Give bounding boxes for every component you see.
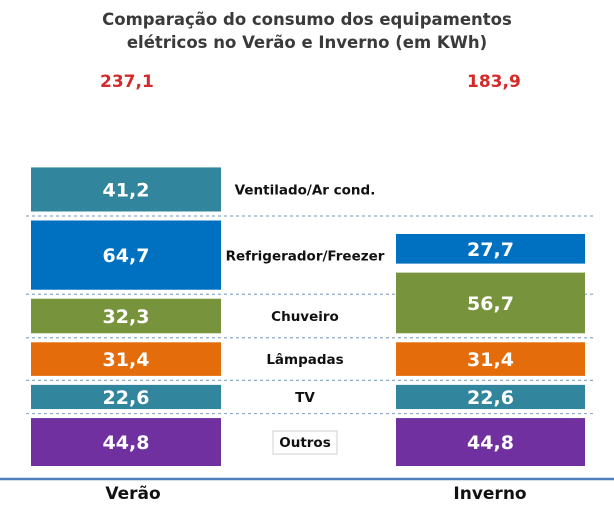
verao-bar-tv [31, 384, 221, 410]
verao-value-label-lampadas: 31,4 [103, 349, 150, 371]
verao-bar-refrigerador-freezer [31, 220, 221, 290]
verao-value-label-refrigerador-freezer: 64,7 [103, 245, 150, 267]
verao-bar-outros [31, 418, 221, 466]
category-label-chuveiro: Chuveiro [271, 309, 339, 325]
verao-value-label-tv: 22,6 [103, 387, 150, 409]
chart-title-line-2: elétricos no Verão e Inverno (em KWh) [126, 33, 488, 52]
inverno-bar-tv [396, 384, 585, 410]
inverno-bar-outros [396, 418, 585, 466]
verao-value-label-chuveiro: 32,3 [103, 306, 150, 328]
inverno-value-label-lampadas: 31,4 [467, 349, 514, 371]
category-label-refrigerador-freezer: Refrigerador/Freezer [226, 248, 385, 264]
category-label-ventilado-ar-cond: Ventilado/Ar cond. [235, 182, 376, 198]
outros-label-box [272, 430, 338, 455]
verao-value-label-outros: 44,8 [103, 432, 150, 454]
inverno-total-label: 183,9 [467, 72, 521, 92]
inverno-value-label-refrigerador-freezer: 27,7 [467, 239, 514, 261]
verao-value-label-ventilado-ar-cond: 41,2 [103, 179, 150, 201]
category-label-tv: TV [295, 390, 315, 406]
inverno-bar-lampadas [396, 342, 585, 376]
category-label-outros: Outros [279, 435, 331, 451]
inverno-value-label-tv: 22,6 [467, 387, 514, 409]
verao-bar-lampadas [31, 342, 221, 376]
verao-bar-ventilado-ar-cond [31, 167, 221, 212]
inverno-value-label-outros: 44,8 [467, 432, 514, 454]
verao-total-label: 237,1 [100, 72, 154, 92]
chart-title-line-1: Comparação do consumo dos equipamentos [102, 10, 512, 29]
inverno-bar-refrigerador-freezer [396, 233, 585, 264]
inverno-value-label-chuveiro: 56,7 [467, 293, 514, 315]
inverno-bar-chuveiro [396, 272, 585, 334]
chart-title: Comparação do consumo dos equipamentos e… [0, 8, 614, 54]
inverno-axis-label: Inverno [453, 484, 527, 504]
verao-bar-chuveiro [31, 298, 221, 334]
category-label-lampadas: Lâmpadas [266, 352, 343, 368]
verao-axis-label: Verão [105, 484, 161, 504]
